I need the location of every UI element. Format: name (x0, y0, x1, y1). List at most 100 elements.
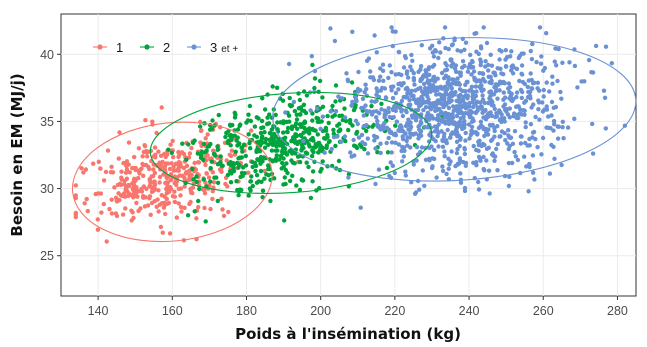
point-series-3 (394, 119, 400, 124)
point-series-2 (256, 116, 261, 121)
point-series-2 (228, 143, 233, 148)
point-series-3 (384, 140, 389, 146)
point-series-2 (289, 103, 295, 108)
point-series-3 (454, 139, 460, 144)
point-series-3 (510, 63, 515, 68)
point-series-3 (446, 105, 452, 111)
point-series-3 (602, 95, 608, 101)
point-series-3 (437, 40, 442, 45)
point-series-3 (446, 92, 451, 98)
point-series-3 (522, 154, 527, 159)
point-series-1 (164, 196, 169, 202)
point-series-3 (463, 138, 468, 143)
point-series-3 (418, 119, 423, 125)
point-series-2 (215, 147, 220, 152)
x-tick-label: 180 (236, 304, 257, 318)
point-series-3 (328, 26, 333, 31)
point-series-3 (470, 58, 475, 64)
point-series-2 (234, 179, 239, 184)
point-series-1 (168, 186, 173, 191)
point-series-2 (354, 131, 359, 136)
point-series-2 (346, 172, 352, 177)
point-series-1 (201, 187, 206, 192)
point-series-2 (302, 119, 307, 124)
point-series-3 (407, 97, 412, 103)
point-series-1 (79, 166, 84, 171)
point-series-1 (149, 200, 155, 206)
point-series-3 (497, 57, 502, 62)
ellipse-series-3 (272, 37, 637, 182)
point-series-3 (544, 125, 549, 130)
point-series-2 (294, 183, 299, 188)
point-series-2 (317, 119, 322, 125)
point-series-1 (178, 193, 183, 198)
point-series-3 (469, 65, 474, 70)
point-series-3 (405, 143, 410, 148)
point-series-3 (486, 74, 491, 80)
point-series-3 (463, 40, 469, 45)
point-series-2 (320, 104, 326, 110)
legend: 1 2 3 et + (93, 40, 238, 55)
point-series-3 (446, 111, 451, 117)
point-series-1 (170, 194, 176, 199)
point-series-2 (233, 149, 238, 154)
point-series-1 (189, 145, 194, 151)
point-series-3 (463, 82, 468, 88)
point-series-3 (427, 46, 433, 51)
point-series-3 (507, 106, 512, 111)
point-series-1 (179, 150, 184, 155)
point-series-3 (560, 60, 565, 65)
point-series-2 (275, 127, 280, 132)
point-series-3 (516, 115, 521, 121)
point-series-3 (492, 84, 497, 90)
point-series-3 (506, 146, 511, 152)
point-series-3 (386, 127, 392, 132)
point-series-3 (419, 145, 425, 150)
point-series-3 (491, 70, 496, 75)
legend-key-dot-1 (97, 44, 103, 50)
point-series-1 (160, 159, 165, 165)
point-series-2 (214, 175, 219, 180)
point-series-1 (190, 185, 196, 190)
point-series-2 (307, 144, 312, 149)
point-series-1 (171, 154, 176, 160)
point-series-3 (445, 80, 450, 85)
point-series-3 (382, 86, 388, 91)
point-series-3 (376, 167, 382, 172)
point-series-1 (159, 193, 164, 198)
point-series-3 (443, 61, 448, 66)
point-series-3 (482, 142, 487, 148)
point-series-3 (521, 108, 526, 113)
point-series-3 (512, 149, 517, 155)
point-series-3 (462, 147, 467, 152)
point-series-3 (506, 128, 511, 133)
point-series-3 (377, 125, 382, 130)
point-series-3 (509, 49, 514, 54)
point-series-3 (439, 129, 444, 134)
point-series-2 (210, 118, 215, 123)
x-tick-label: 280 (607, 304, 628, 318)
point-series-3 (515, 157, 521, 163)
point-series-2 (301, 102, 307, 108)
point-series-2 (190, 140, 196, 145)
point-series-3 (372, 33, 377, 38)
point-series-3 (436, 144, 441, 149)
point-series-2 (262, 130, 267, 135)
point-series-2 (227, 133, 232, 138)
point-series-2 (247, 140, 252, 146)
point-series-3 (286, 61, 292, 67)
point-series-3 (392, 170, 397, 176)
point-series-3 (470, 100, 475, 105)
point-series-2 (235, 143, 240, 148)
point-series-3 (507, 115, 512, 120)
point-series-2 (266, 173, 271, 178)
point-series-2 (310, 62, 315, 68)
point-series-3 (549, 99, 555, 105)
point-series-2 (185, 213, 191, 218)
point-series-3 (467, 136, 472, 141)
point-series-3 (471, 104, 476, 110)
point-series-1 (172, 189, 177, 194)
point-series-2 (209, 159, 214, 164)
point-series-3 (367, 109, 372, 114)
point-series-3 (553, 104, 559, 110)
